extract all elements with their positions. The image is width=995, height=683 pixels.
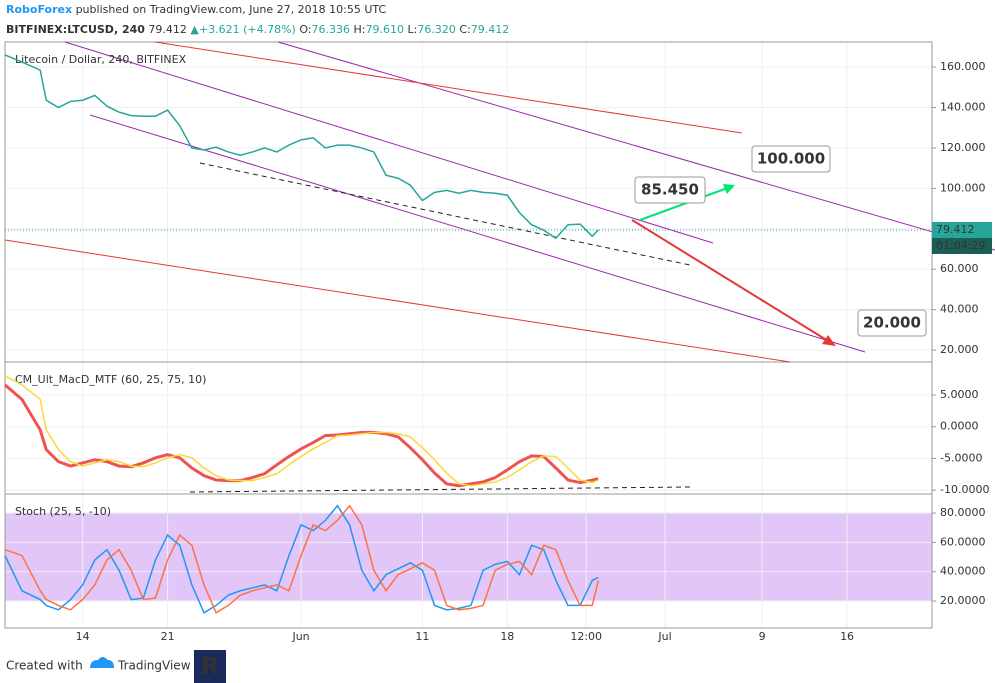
panel-title: CM_Ult_MacD_MTF (60, 25, 75, 10) [15,373,206,386]
target-label: 100.000 [757,150,825,168]
y-tick-label: 120.000 [940,141,986,154]
ohlc-l: L: [408,23,418,36]
y-tick-label: 160.000 [940,60,986,73]
countdown-box [932,237,992,254]
x-tick-label: 16 [840,630,854,643]
channel-line [154,41,743,134]
x-tick-label: 14 [76,630,90,643]
x-tick-label: Jul [657,630,671,643]
target-label: 20.000 [863,314,921,332]
panel [5,394,932,491]
support-line [199,162,691,266]
panel-title: Litecoin / Dollar, 240, BITFINEX [15,53,187,66]
ohlc-o-value: 76.336 [312,23,351,36]
y-tick-label: -10.0000 [940,483,989,496]
target-box [751,145,831,173]
change: +3.621 (+4.78%) [199,23,296,36]
tv-logo [90,657,114,668]
published: published on TradingView.com, June 27, 2… [76,3,387,16]
header-line-2: BITFINEX:LTCUSD, 240 79.412 ▲+3.621 (+4.… [6,23,509,36]
down-arrow [631,219,834,345]
channel-line [64,41,714,244]
header-line-1: RoboForex published on TradingView.com, … [6,3,386,16]
x-tick-label: Jun [291,630,309,643]
brand: RoboForex [6,3,72,16]
panels [4,41,933,629]
series-line [4,375,599,487]
macd-support-line [189,486,691,493]
y-tick-label: 0.0000 [940,420,979,433]
x-tick-label: 12:00 [570,630,602,643]
series-line [4,504,599,614]
target-box [634,176,706,204]
y-tick-label: 60.0000 [940,535,986,548]
channel-line [4,239,791,363]
y-tick-label: 20.000 [940,343,979,356]
series-line [4,383,599,488]
panel-title: Stoch (25, 5, -10) [15,505,111,518]
y-tick-label: -5.0000 [940,451,982,464]
footer-brand: TradingView [117,659,191,673]
arrow-head [822,335,836,346]
x-tick-label: 18 [500,630,514,643]
plot-frame [4,41,933,629]
target-label: 85.450 [641,181,699,199]
ohlc-h: H: [354,23,366,36]
stoch-band [5,513,932,602]
channel-line [277,41,995,251]
y-tick-label: 140.000 [940,100,986,113]
y-tick-label: 80.0000 [940,506,986,519]
footer-created: Created with [6,659,83,673]
symbol: BITFINEX:LTCUSD, 240 [6,23,145,36]
y-tick-label: 40.0000 [940,565,986,578]
arrow-head [723,184,735,194]
rf-logo [194,650,226,683]
last-price-box [932,221,992,238]
channel-line [89,114,866,353]
ohlc-c: C: [459,23,470,36]
y-tick-label: 100.000 [940,181,986,194]
x-tick-label: 21 [161,630,175,643]
y-tick-label: 5.0000 [940,388,979,401]
drawings: 85.450 100.000 20.000 [4,41,995,493]
y-tick-label: 40.000 [940,303,979,316]
ohlc-h-value: 79.610 [366,23,405,36]
ohlc-l-value: 76.320 [417,23,456,36]
series-line [4,504,600,614]
last: 79.412 [148,23,187,36]
ohlc-c-value: 79.412 [471,23,510,36]
x-tick-label: 9 [759,630,766,643]
y-tick-label: 60.000 [940,262,979,275]
last-price-label: 79.412 [936,223,975,236]
series-line [4,54,599,240]
ohlc-o: O: [299,23,311,36]
x-tick-label: 11 [415,630,429,643]
up-icon: ▲ [190,23,199,36]
target-box [857,309,927,337]
countdown-label: 01:04:29 [936,239,985,252]
y-tick-label: 20.0000 [940,594,986,607]
rf-logo-letter: R [201,652,219,680]
